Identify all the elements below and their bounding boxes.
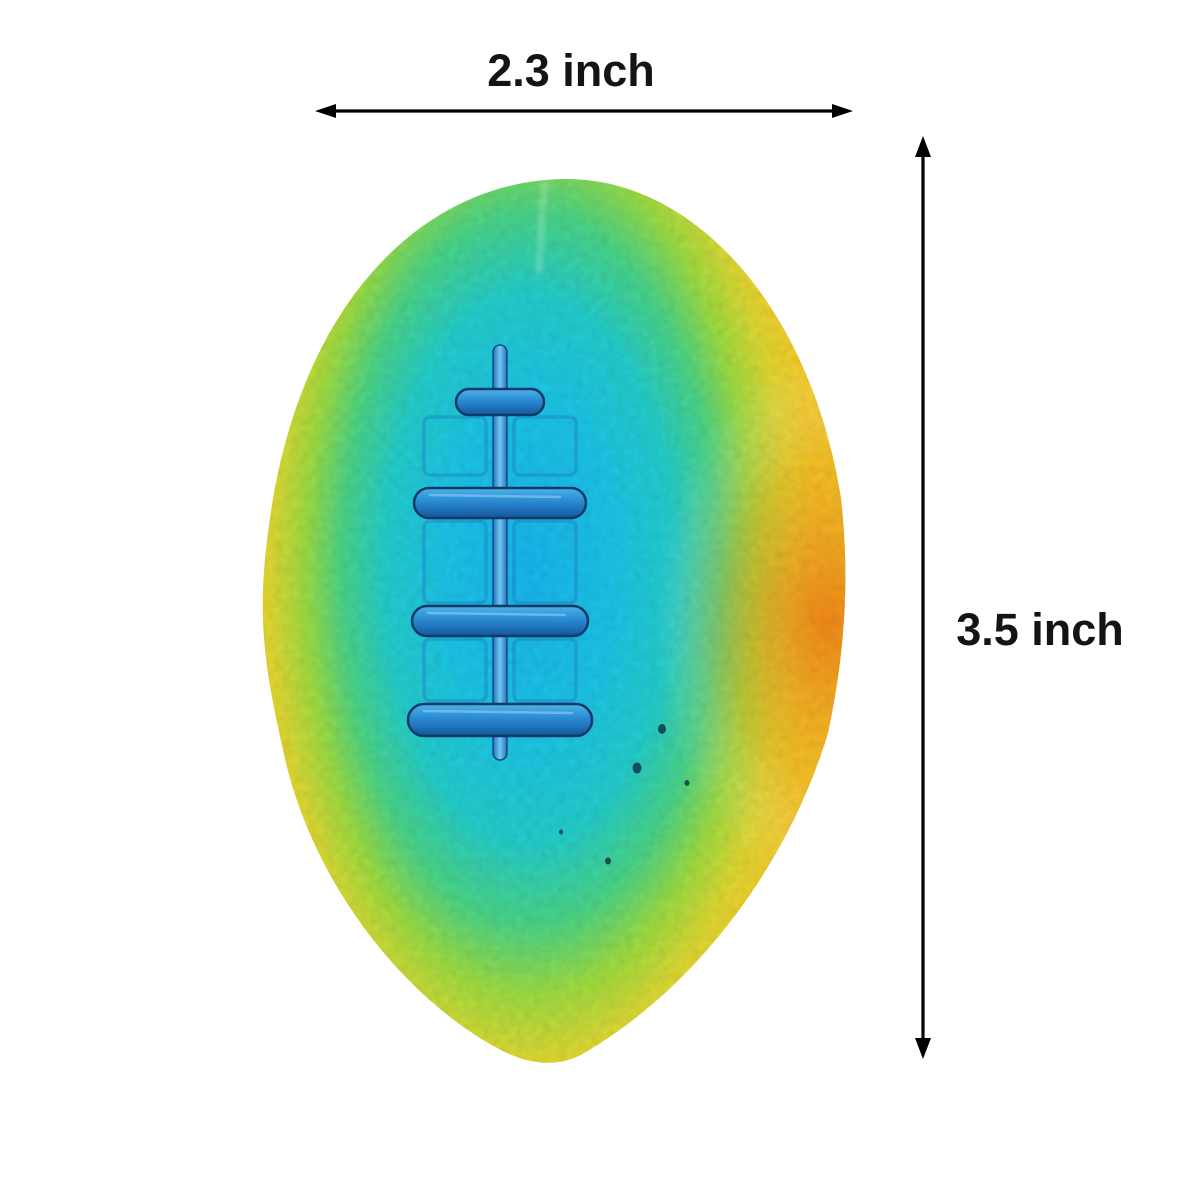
svg-text:3.5 inch: 3.5 inch <box>956 604 1124 655</box>
svg-text:2.3 inch: 2.3 inch <box>487 45 655 96</box>
